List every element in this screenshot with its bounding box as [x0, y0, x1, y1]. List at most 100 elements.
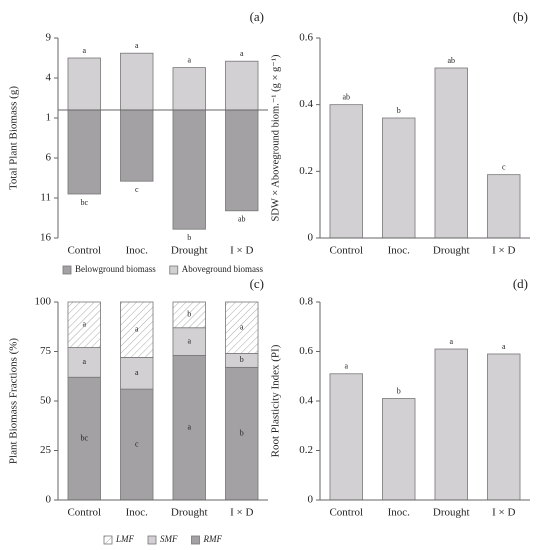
y-tick-label: 0.2 — [299, 444, 313, 456]
y-tick-label: 6 — [46, 152, 52, 164]
significance-letter: a — [502, 342, 506, 351]
significance-letter: a — [135, 368, 139, 377]
legend-label: Aboveground biomass — [182, 264, 264, 274]
significance-letter: ab — [342, 92, 350, 101]
significance-letter: b — [240, 355, 244, 364]
significance-letter: a — [240, 49, 244, 58]
significance-letter: a — [82, 320, 86, 329]
bar — [120, 52, 154, 111]
significance-letter: ab — [238, 215, 246, 224]
bar — [67, 109, 101, 195]
significance-letter: a — [187, 55, 191, 64]
bar — [434, 348, 468, 501]
significance-letter: b — [187, 310, 191, 319]
significance-letter: bc — [80, 433, 88, 442]
y-axis-label: Root Plasticity Index (PI) — [270, 344, 282, 457]
x-tick-label: I × D — [230, 245, 253, 257]
x-tick-label: Control — [329, 245, 363, 257]
y-tick-label: 0.4 — [299, 98, 313, 110]
panel-label: (a) — [250, 9, 264, 24]
panel-label: (b) — [513, 9, 528, 24]
legend: Belowground biomass Aboveground biomass — [62, 264, 264, 275]
x-tick-label: Control — [67, 507, 101, 519]
y-tick-label: 75 — [40, 345, 52, 357]
legend-label: SMF — [160, 534, 178, 544]
bar — [172, 301, 206, 329]
y-axis-label: Total Plant Biomass (g) — [8, 86, 20, 190]
bar — [225, 60, 259, 111]
significance-letter: c — [135, 439, 139, 448]
significance-letter: b — [397, 386, 401, 395]
y-tick-label: 0.8 — [299, 296, 313, 308]
bar — [225, 109, 259, 212]
y-tick-label: 1 — [46, 112, 52, 124]
significance-letter: a — [135, 41, 139, 50]
x-tick-label: Drought — [171, 245, 208, 257]
y-tick-label: 0 — [46, 494, 52, 506]
y-axis-label: Plant Biomass Fractions (%) — [8, 338, 20, 465]
bar — [382, 117, 416, 239]
y-tick-label: 16 — [40, 232, 52, 244]
significance-letter: bc — [80, 198, 88, 207]
y-tick-label: 0 — [308, 494, 314, 506]
x-tick-label: Control — [329, 507, 363, 519]
bar — [67, 376, 101, 501]
bar — [225, 366, 259, 501]
x-tick-label: Inoc. — [126, 245, 149, 257]
bar — [67, 347, 101, 378]
bar — [67, 301, 101, 348]
bar — [487, 353, 521, 501]
legend-swatch — [147, 535, 157, 545]
x-tick-label: Drought — [171, 507, 208, 519]
y-tick-label: 9 — [46, 32, 52, 44]
panel-label: (d) — [513, 276, 528, 291]
bar — [120, 301, 154, 358]
significance-letter: a — [82, 46, 86, 55]
bar — [172, 327, 206, 356]
x-tick-label: Control — [67, 245, 101, 257]
x-tick-label: Drought — [433, 507, 470, 519]
significance-letter: a — [82, 357, 86, 366]
bar — [225, 301, 259, 354]
bar — [172, 67, 206, 111]
y-tick-label: 0.4 — [299, 395, 313, 407]
bar — [120, 357, 154, 390]
bar — [120, 388, 154, 501]
significance-letter: a — [240, 323, 244, 332]
x-tick-label: I × D — [492, 507, 515, 519]
y-tick-label: 0.6 — [299, 345, 313, 357]
significance-letter: ab — [447, 56, 455, 65]
significance-letter: a — [135, 325, 139, 334]
significance-letter: a — [449, 337, 453, 346]
bar — [172, 109, 206, 230]
legend-swatch — [62, 265, 72, 275]
panel-label: (c) — [250, 276, 264, 291]
y-tick-label: 11 — [40, 192, 51, 204]
significance-letter: c — [502, 162, 506, 171]
significance-letter: a — [187, 336, 191, 345]
x-tick-label: I × D — [492, 245, 515, 257]
significance-letter: b — [187, 233, 191, 242]
y-tick-label: 0.2 — [299, 165, 313, 177]
bar — [382, 398, 416, 501]
bar — [487, 174, 521, 239]
x-tick-label: Inoc. — [388, 507, 411, 519]
legend-label: Belowground biomass — [75, 264, 156, 274]
significance-letter: a — [187, 423, 191, 432]
significance-letter: b — [397, 106, 401, 115]
y-tick-label: 25 — [40, 444, 52, 456]
y-axis-label: SDW × Aboveground biom.⁻¹ (g × g⁻¹) — [270, 54, 281, 221]
legend: LMF SMF RMF — [103, 534, 222, 545]
legend-swatch — [169, 265, 179, 275]
significance-letter: b — [240, 428, 244, 437]
x-tick-label: Drought — [433, 245, 470, 257]
bar — [329, 373, 363, 501]
bar — [67, 57, 101, 111]
bar — [434, 67, 468, 239]
significance-letter: c — [135, 185, 139, 194]
legend-label: LMF — [115, 534, 135, 544]
y-tick-label: 0.6 — [299, 32, 313, 44]
legend-swatch — [103, 535, 113, 545]
y-tick-label: 4 — [46, 72, 52, 84]
